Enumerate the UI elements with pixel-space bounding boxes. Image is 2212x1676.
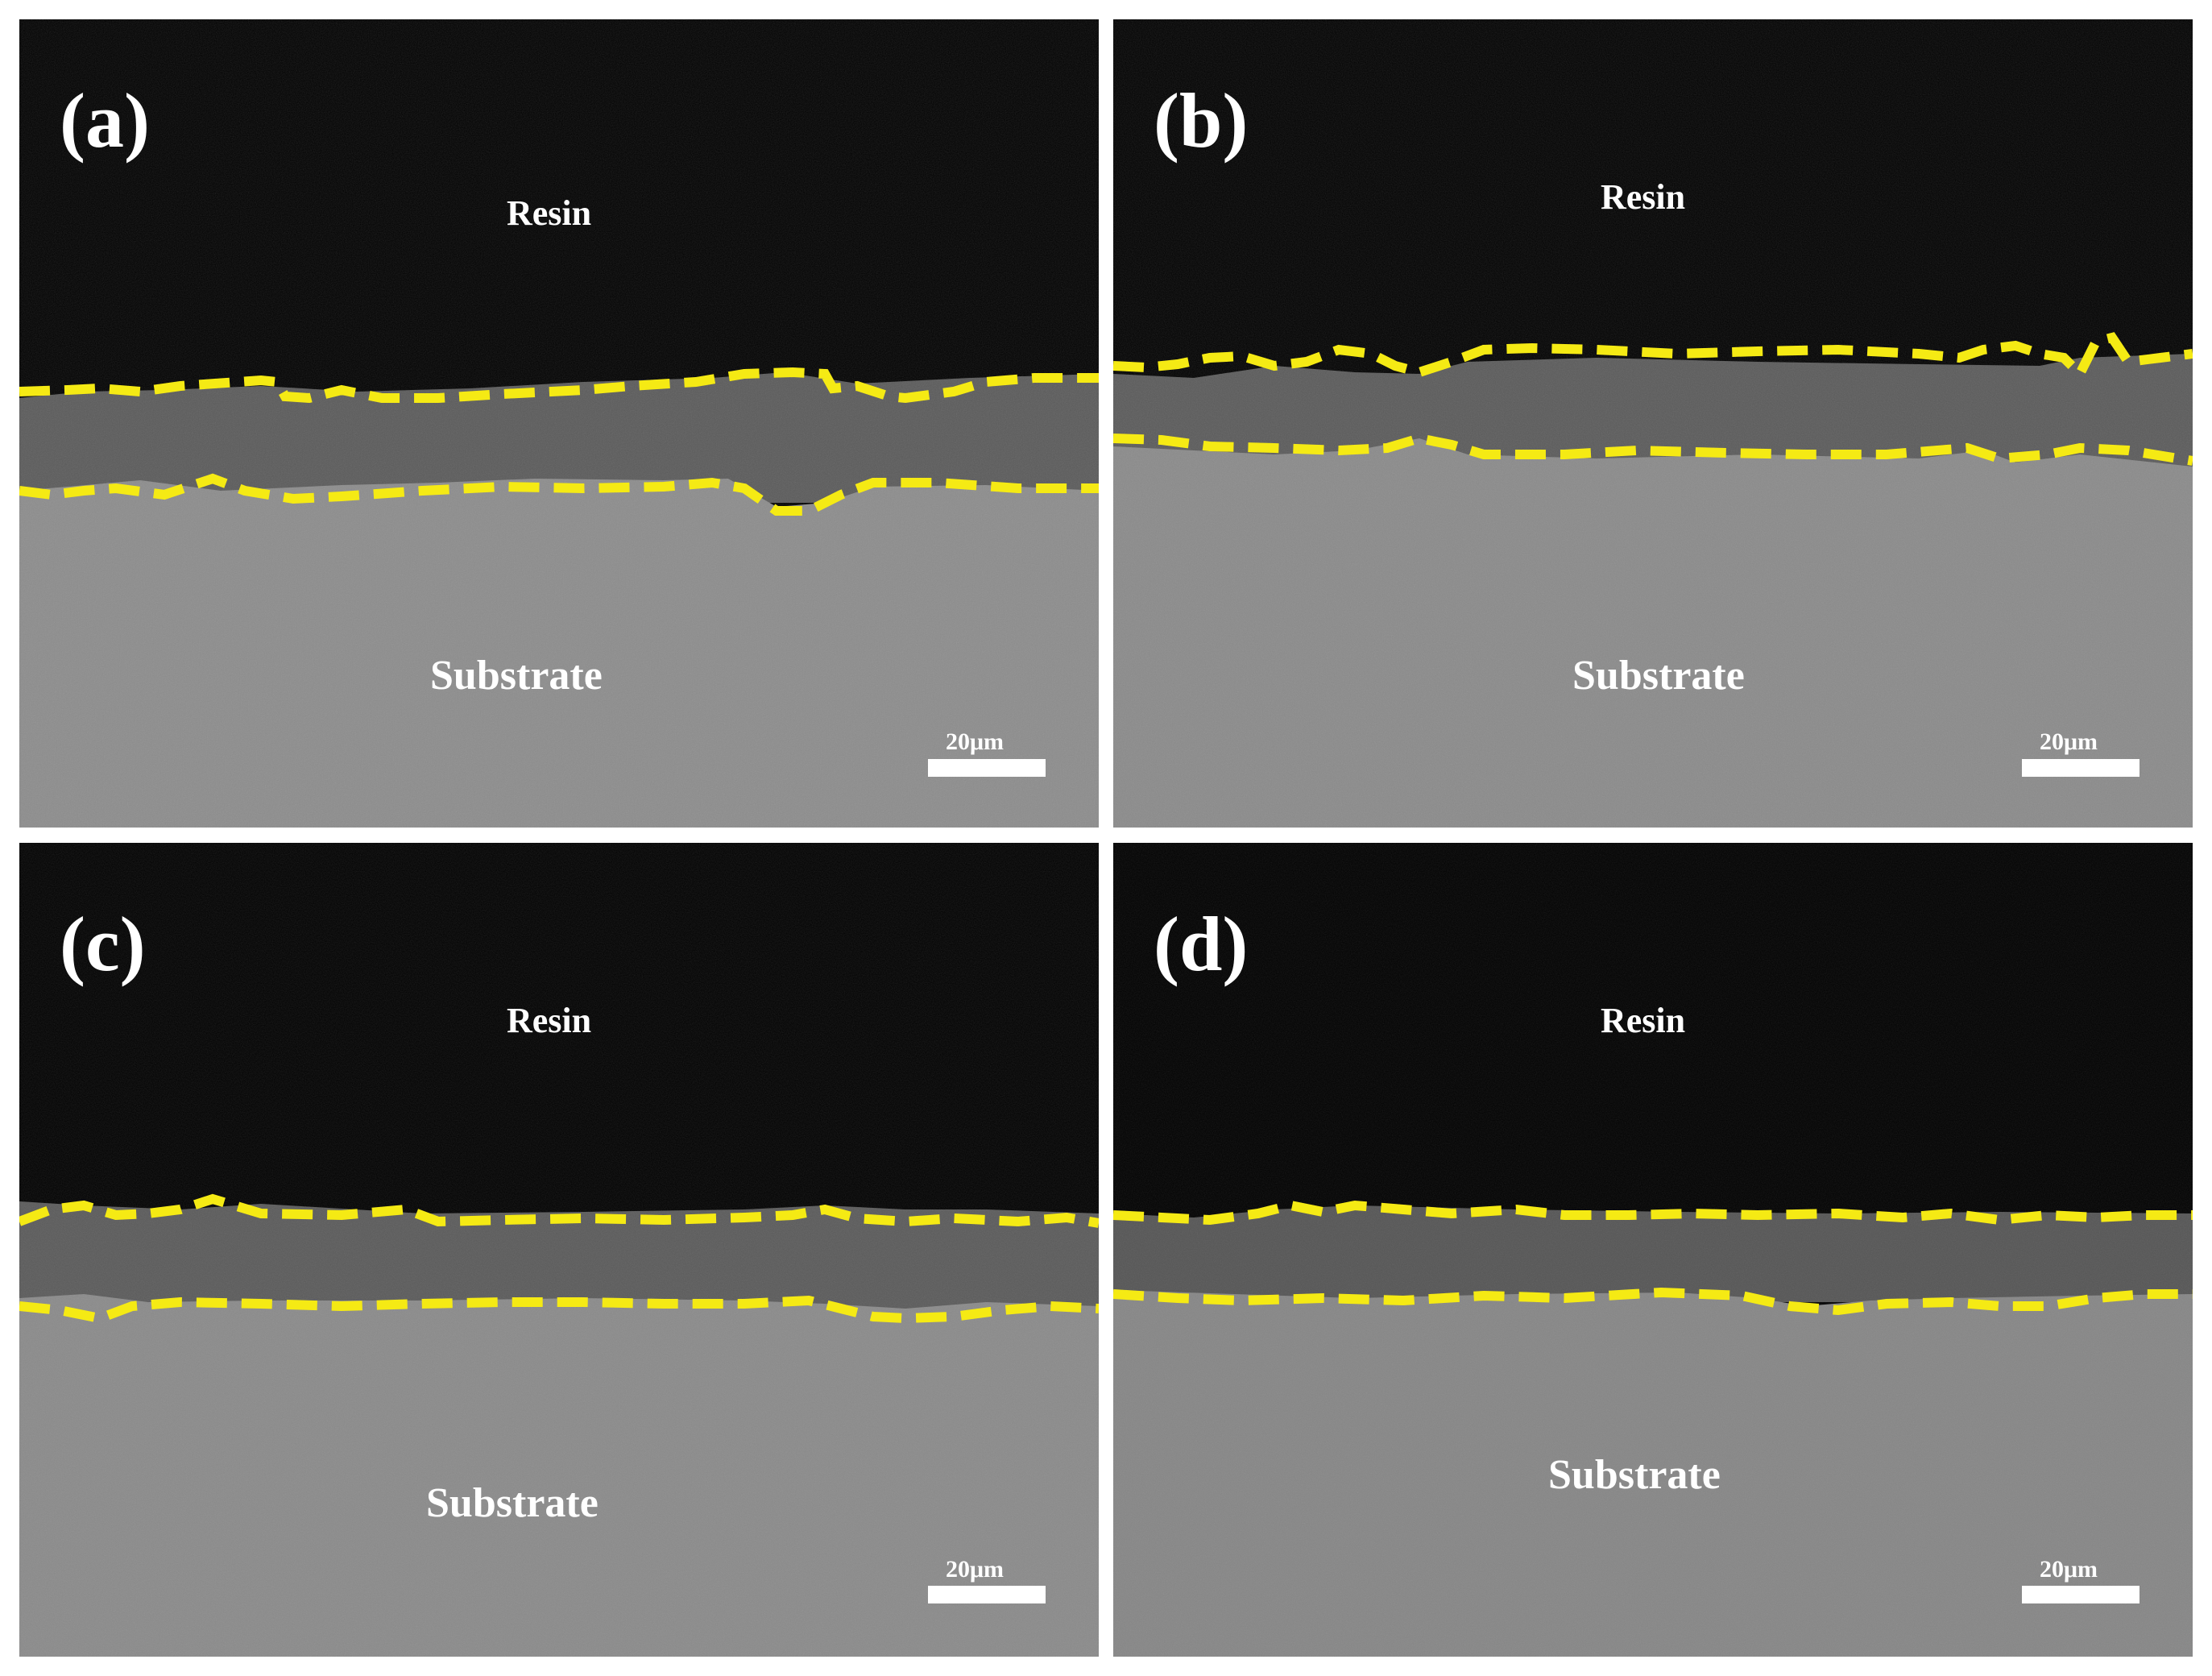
sem-image-c [19, 843, 1099, 1657]
substrate-label: Substrate [1572, 653, 1745, 699]
sem-panel-c: (c) Resin Substrate 20μm [19, 843, 1099, 1657]
scale-bar [928, 1586, 1046, 1603]
sem-image-b [1113, 19, 2193, 828]
scale-bar-label: 20μm [2040, 728, 2098, 755]
substrate-label: Substrate [1548, 1452, 1721, 1498]
panel-letter: (c) [60, 901, 146, 987]
scale-bar-label: 20μm [946, 728, 1004, 755]
panel-letter: (d) [1154, 901, 1249, 987]
scale-bar [2022, 1586, 2140, 1603]
sem-panel-b: (b) Resin Substrate 20μm [1113, 19, 2193, 828]
sem-image-a [19, 19, 1099, 828]
resin-label: Resin [507, 193, 592, 233]
scale-bar [928, 759, 1046, 777]
substrate-label: Substrate [426, 1480, 599, 1526]
scale-bar-label: 20μm [946, 1556, 1004, 1583]
resin-label: Resin [1601, 1001, 1686, 1040]
sem-image-d [1113, 843, 2193, 1657]
panel-letter: (a) [60, 77, 150, 164]
panel-letter: (b) [1154, 77, 1249, 164]
substrate-label: Substrate [430, 653, 603, 699]
resin-label: Resin [1601, 177, 1686, 217]
sem-panel-a: (a) Resin Substrate 20μm [19, 19, 1099, 828]
scale-bar-label: 20μm [2040, 1556, 2098, 1583]
scale-bar [2022, 759, 2140, 777]
resin-label: Resin [507, 1001, 592, 1040]
sem-panel-d: (d) Resin Substrate 20μm [1113, 843, 2193, 1657]
